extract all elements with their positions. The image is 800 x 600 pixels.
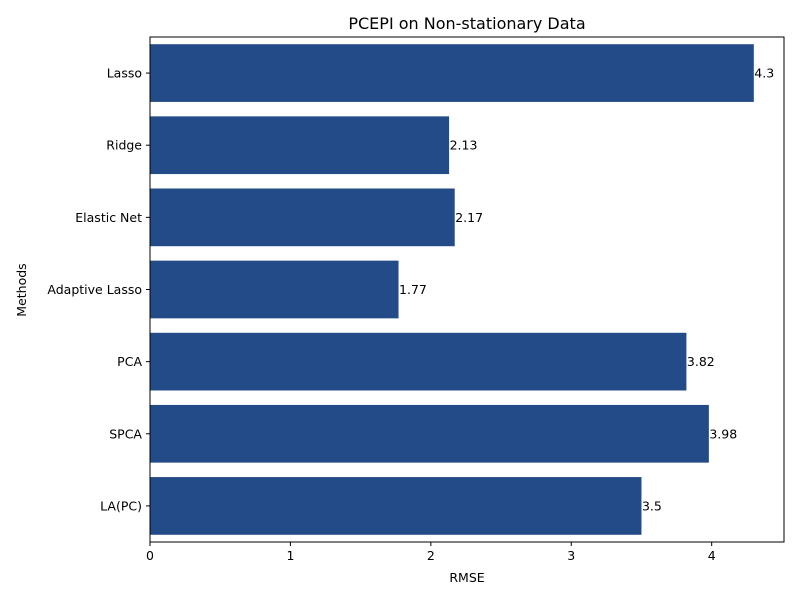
data-label: 1.77 — [399, 282, 427, 297]
data-label: 3.82 — [687, 354, 715, 369]
y-tick-labels: Lasso Ridge Elastic Net Adaptive Lasso PCA SP… — [47, 66, 150, 513]
data-label: 4.3 — [754, 66, 774, 81]
y-tick-label: PCA — [117, 354, 142, 369]
data-label: 2.17 — [455, 210, 483, 225]
bar-lasso — [150, 44, 754, 102]
data-label: 3.5 — [642, 498, 662, 513]
x-tick-label: 4 — [708, 548, 716, 563]
y-tick-label: LA(PC) — [100, 498, 142, 513]
y-tick-label: Adaptive Lasso — [47, 282, 142, 297]
data-labels: 4.3 2.13 2.17 1.77 3.82 3.98 3.5 — [399, 66, 774, 514]
x-ticks: 0 1 2 3 4 — [146, 542, 716, 563]
y-tick-label: SPCA — [109, 426, 142, 441]
x-tick-label: 0 — [146, 548, 154, 563]
bar-spca — [150, 404, 709, 463]
bar-elastic-net — [150, 188, 455, 247]
x-axis-label: RMSE — [449, 570, 484, 585]
chart-title: PCEPI on Non-stationary Data — [348, 14, 585, 33]
bar-adaptive-lasso — [150, 260, 399, 319]
y-tick-label: Lasso — [107, 66, 142, 81]
y-tick-label: Ridge — [106, 138, 142, 153]
x-tick-label: 3 — [567, 548, 575, 563]
bars-group — [150, 44, 754, 535]
bar-pca — [150, 332, 687, 391]
data-label: 2.13 — [450, 138, 478, 153]
plot-frame — [149, 36, 785, 543]
data-label: 3.98 — [709, 426, 737, 441]
y-tick-label: Elastic Net — [75, 210, 142, 225]
x-tick-label: 1 — [286, 548, 294, 563]
y-axis-label: Methods — [14, 263, 29, 316]
bar-la-pc — [150, 477, 642, 535]
bar-ridge — [150, 116, 450, 175]
x-tick-label: 2 — [427, 548, 435, 563]
